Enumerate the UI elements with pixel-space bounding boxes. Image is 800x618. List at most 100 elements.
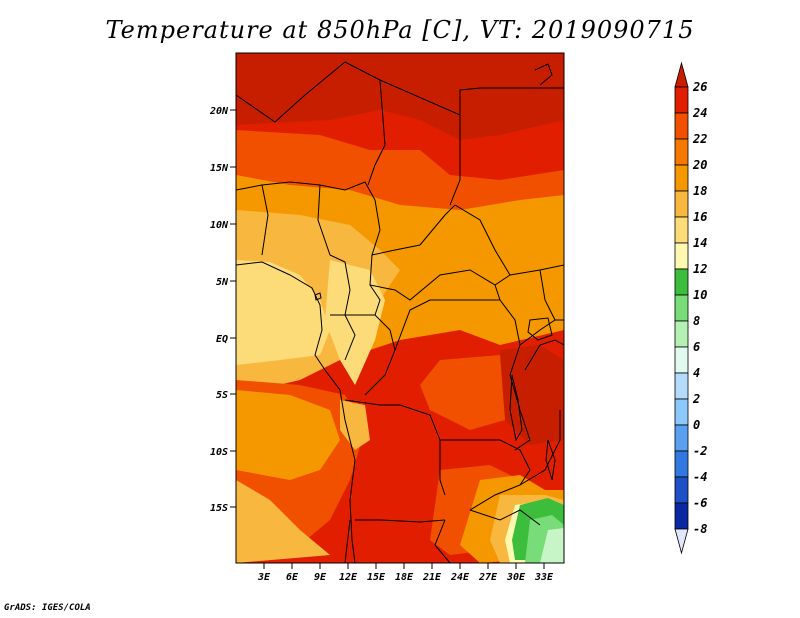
colorbar-swatch xyxy=(674,294,689,322)
colorbar-label: 10 xyxy=(693,288,707,302)
lon-tick-label: 30E xyxy=(506,572,526,583)
colorbar-swatch xyxy=(674,398,689,426)
field-18-sw-coast xyxy=(236,480,330,563)
field-18-angola xyxy=(340,400,370,450)
lon-tick-label: 33E xyxy=(534,572,554,583)
border-drc-east xyxy=(509,344,531,451)
colorbar-label: 20 xyxy=(692,158,707,172)
border-angola-south xyxy=(355,519,446,523)
border-drc-north xyxy=(394,299,521,351)
border-zambia xyxy=(440,439,531,511)
border-kenya xyxy=(539,269,556,321)
colorbar-label: -2 xyxy=(693,444,707,458)
border-mozambique xyxy=(519,410,561,486)
map-title: Temperature at 850hPa [C], VT: 201909071… xyxy=(105,16,695,44)
colorbar-swatch xyxy=(674,268,689,296)
lon-tick-label: 3E xyxy=(257,572,271,583)
colorbar-label: -4 xyxy=(693,470,707,484)
lon-tick-label: 24E xyxy=(450,572,470,583)
colorbar-label: 0 xyxy=(693,418,700,432)
lake-tanganyika xyxy=(509,374,523,442)
colorbar-label: 22 xyxy=(692,132,707,146)
colorbar-label: 8 xyxy=(693,314,700,328)
colorbar-label: 24 xyxy=(692,106,707,120)
lake-victoria xyxy=(527,317,553,341)
colorbar-label: 4 xyxy=(693,366,700,380)
lat-axis: 20N 15N 10N 5N EQ 5S 10S 15S xyxy=(209,106,236,514)
field-16-coast xyxy=(236,260,330,365)
colorbar-label: 2 xyxy=(692,392,700,406)
colorbar-label: -8 xyxy=(693,522,707,536)
lon-axis: 3E 6E 9E 12E 15E 18E 21E 24E 27E 30E 33E xyxy=(257,563,554,583)
border-namibia-2 xyxy=(434,519,451,563)
border-zimbabwe xyxy=(469,509,541,526)
field-8-southeast xyxy=(540,528,564,563)
lat-tick-label: 15N xyxy=(210,163,229,174)
border-north-3 xyxy=(449,115,461,206)
colorbar-swatch xyxy=(674,320,689,348)
field-hot-north xyxy=(236,53,564,140)
border-angola-east xyxy=(439,440,446,496)
red-sea-coast xyxy=(534,63,553,86)
colorbar-label: 26 xyxy=(692,80,707,94)
field-20-southwest xyxy=(236,390,340,480)
lat-tick-label: EQ xyxy=(216,334,228,345)
lat-tick-label: 15S xyxy=(210,503,228,514)
lake-malawi xyxy=(545,439,556,481)
border-chad xyxy=(371,199,456,256)
coastline-west xyxy=(236,261,356,563)
lat-tick-label: 10S xyxy=(210,447,228,458)
colorbar-swatch xyxy=(674,112,689,140)
border-car xyxy=(369,254,501,301)
lat-tick-label: 5S xyxy=(216,390,228,401)
border-west-2 xyxy=(261,184,269,256)
field-26-east xyxy=(500,345,564,445)
lon-tick-label: 27E xyxy=(478,572,498,583)
border-uganda xyxy=(519,319,564,346)
colorbar-swatch xyxy=(674,450,689,478)
border-west-3 xyxy=(317,184,331,256)
colorbar-swatch xyxy=(674,86,689,114)
colorbar-swatch xyxy=(674,476,689,504)
colorbar-label: 18 xyxy=(693,184,707,198)
colorbar-label: 6 xyxy=(693,340,700,354)
border-namibia xyxy=(344,519,351,563)
colorbar-swatch xyxy=(674,138,689,166)
colorbar-label: 12 xyxy=(693,262,707,276)
lat-tick-label: 5N xyxy=(216,277,229,288)
lat-tick-label: 10N xyxy=(210,220,229,231)
lon-tick-label: 6E xyxy=(286,572,299,583)
map-frame xyxy=(235,52,565,564)
island-bioko xyxy=(314,292,322,301)
border-angola-north xyxy=(344,399,441,441)
political-boundaries xyxy=(236,61,564,563)
colorbar-swatch xyxy=(674,346,689,374)
border-north-2 xyxy=(379,79,564,116)
border-gabon xyxy=(330,314,356,361)
colorbar-top-arrow xyxy=(674,61,689,88)
colorbar-swatch xyxy=(674,242,689,270)
colorbar-swatch xyxy=(674,216,689,244)
lon-tick-label: 21E xyxy=(422,572,442,583)
grads-credit: GrADS: IGES/COLA xyxy=(4,603,91,613)
lon-tick-label: 12E xyxy=(339,572,358,583)
field-22-east xyxy=(420,355,505,430)
colorbar-label: 16 xyxy=(693,210,707,224)
colorbar-label: -6 xyxy=(693,496,707,510)
colorbar-swatch xyxy=(674,502,689,530)
border-sudan xyxy=(454,204,511,286)
border-great-lakes xyxy=(524,339,564,371)
lat-tick-label: 20N xyxy=(209,106,229,117)
colorbar-swatch xyxy=(674,190,689,218)
border-north-1 xyxy=(236,61,386,186)
colorbar-bottom-arrow xyxy=(674,528,689,555)
lon-tick-label: 15E xyxy=(367,572,386,583)
lon-tick-label: 18E xyxy=(395,572,414,583)
lon-tick-label: 9E xyxy=(314,572,327,583)
field-16-interior xyxy=(325,260,385,385)
colorbar-swatch xyxy=(674,372,689,400)
colorbar-swatch xyxy=(674,164,689,192)
colorbar-swatch xyxy=(674,424,689,452)
temperature-field xyxy=(236,53,564,563)
